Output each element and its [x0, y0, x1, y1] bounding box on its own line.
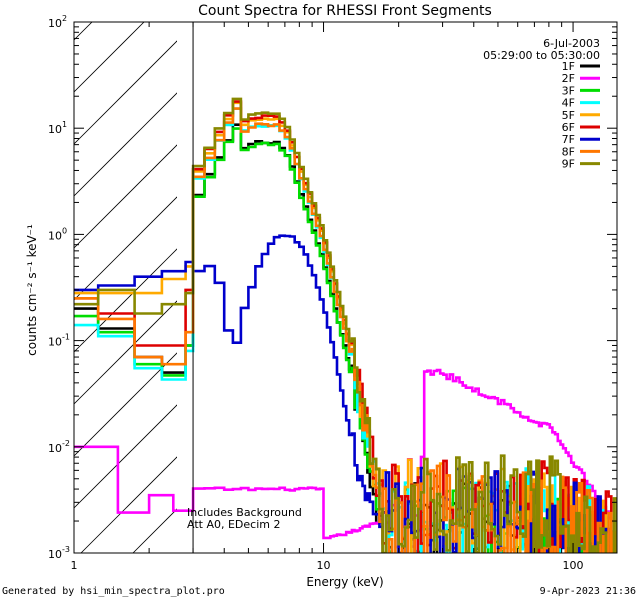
date-label: 6-Jul-2003	[543, 37, 600, 50]
legend-label-7F: 7F	[562, 133, 575, 146]
footer-generator: Generated by hsi_min_spectra_plot.pro	[2, 586, 225, 597]
attenuator-note: Att A0, EDecim 2	[187, 518, 280, 531]
y-tick-labels: 10-3 10-2 10-1 100 101 102	[48, 14, 70, 561]
hatch-line	[80, 456, 177, 553]
plot-frame	[73, 21, 618, 554]
series-layer	[74, 97, 617, 553]
legend-label-2F: 2F	[562, 72, 575, 85]
hatch-line	[74, 196, 177, 301]
legend-label-8F: 8F	[562, 145, 575, 158]
legend-label-5F: 5F	[562, 109, 575, 122]
y-tick-label: 102	[48, 14, 67, 30]
series-group	[74, 97, 617, 553]
x-tick-label: 10	[317, 559, 331, 572]
hatch-line	[74, 248, 177, 353]
y-tick-label: 10-3	[48, 545, 70, 561]
x-tick-label: 1	[71, 559, 78, 572]
y-tick-label: 10-1	[48, 333, 70, 349]
legend-label-6F: 6F	[562, 121, 575, 134]
time-range-label: 05:29:00 to 05:30:00	[483, 49, 600, 62]
footer-timestamp: 9-Apr-2023 21:36	[540, 586, 636, 597]
legend-label-3F: 3F	[562, 84, 575, 97]
series-line-3F	[74, 127, 616, 553]
legend-label-4F: 4F	[562, 97, 575, 110]
y-tick-label: 10-2	[48, 439, 70, 455]
hatch-line	[74, 22, 145, 93]
hatch-line	[74, 404, 177, 509]
axis-ticks	[73, 21, 617, 554]
legend-label-1F: 1F	[562, 60, 575, 73]
y-tick-label: 100	[48, 226, 67, 242]
background-note: Includes Background	[187, 506, 302, 519]
hatch-line	[74, 144, 177, 249]
x-tick-labels: 1 10 100	[71, 559, 584, 572]
x-tick-label: 100	[563, 559, 584, 572]
hatch-line	[74, 40, 177, 145]
y-axis-label: counts cm⁻² s⁻¹ keV⁻¹	[25, 224, 39, 356]
chart-title: Count Spectra for RHESSI Front Segments	[198, 3, 492, 19]
hatch-line	[74, 352, 177, 457]
series-line-9F	[74, 97, 617, 553]
legend-label-9F: 9F	[562, 158, 575, 171]
series-line-2F	[74, 368, 617, 553]
x-axis-label: Energy (keV)	[306, 575, 383, 589]
hatch-line	[74, 92, 177, 197]
y-tick-label: 101	[48, 120, 67, 136]
